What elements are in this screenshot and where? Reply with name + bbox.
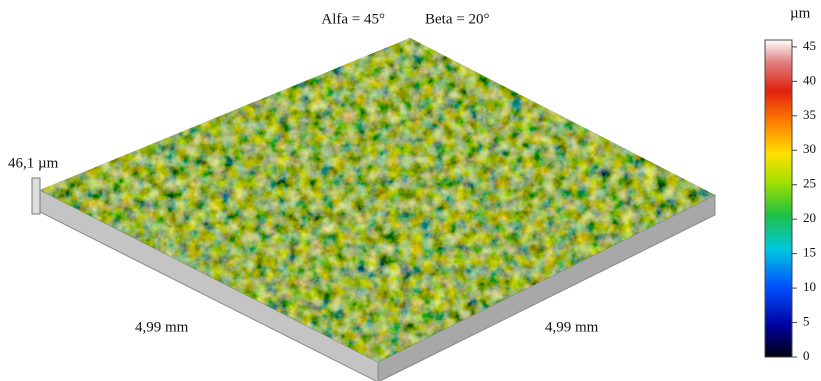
slab-right: [377, 194, 716, 381]
colorbar-tick-label: 15: [803, 245, 816, 260]
colorbar-tick-label: 0: [803, 348, 810, 363]
y-axis-label: 4,99 mm: [545, 319, 599, 335]
colorbar-tick-label: 25: [803, 176, 816, 191]
colorbar-unit: µm: [790, 5, 811, 21]
colorbar-tick-label: 5: [803, 314, 810, 329]
x-axis-label: 4,99 mm: [135, 319, 189, 335]
height-ruler: [31, 177, 41, 215]
colorbar: [764, 39, 793, 358]
title-alfa: Alfa = 45°: [321, 11, 385, 27]
surface: [40, 38, 715, 362]
colorbar-tick-label: 35: [803, 107, 816, 122]
colorbar-tick-label: 20: [803, 210, 816, 225]
title-beta: Beta = 20°: [425, 11, 489, 27]
colorbar-tick-label: 10: [803, 279, 816, 294]
colorbar-tick-label: 40: [803, 72, 816, 87]
colorbar-tick-label: 30: [803, 141, 816, 156]
height-label: 46,1 µm: [8, 155, 59, 171]
colorbar-tick-label: 45: [803, 38, 816, 53]
